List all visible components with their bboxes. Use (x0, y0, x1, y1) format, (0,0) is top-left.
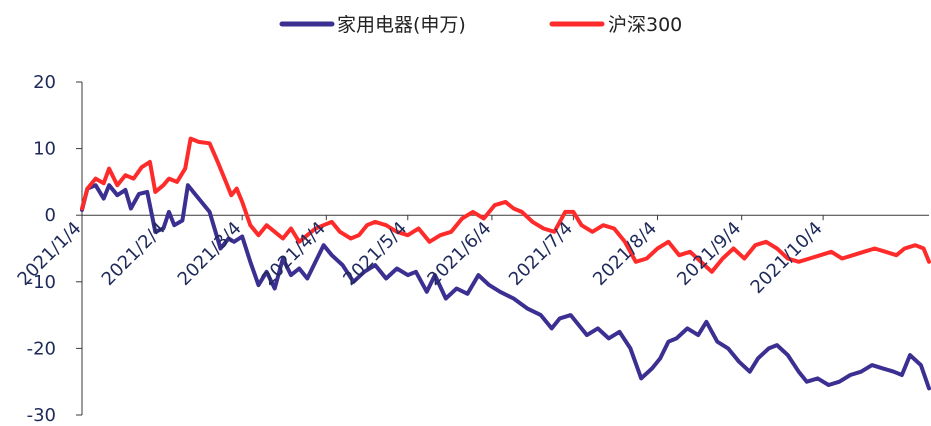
y-tick-label: -10 (27, 272, 56, 293)
y-tick-label: -30 (27, 405, 56, 426)
y-axis: -30 -20 -10 0 10 20 (27, 72, 83, 426)
series-layer (80, 136, 931, 391)
x-tick-label: 2021/5/4 (339, 218, 411, 290)
series-line-0 (80, 183, 931, 391)
series-line-1 (80, 136, 931, 274)
y-tick-label: 10 (33, 139, 56, 160)
x-tick-label: 2021/2/4 (98, 218, 170, 290)
y-tick-label: 20 (33, 72, 56, 93)
legend-label-1: 沪深300 (608, 14, 682, 36)
legend-label-0: 家用电器(申万) (337, 14, 466, 36)
legend: 家用电器(申万) 沪深300 (279, 14, 682, 36)
y-tick-label: -20 (27, 338, 56, 359)
y-tick-label: 0 (45, 205, 56, 226)
x-tick-label: 2021/3/4 (174, 218, 246, 290)
